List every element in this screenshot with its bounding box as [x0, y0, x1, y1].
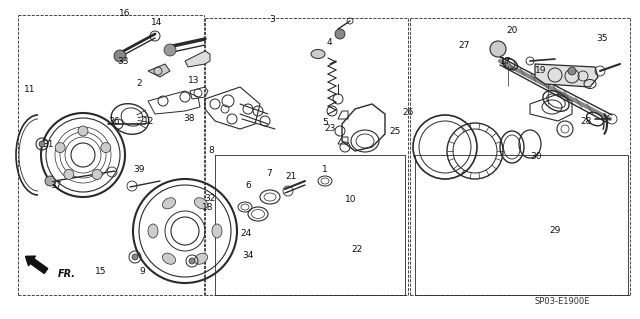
Text: 26: 26 — [403, 108, 414, 117]
Polygon shape — [148, 64, 170, 77]
Text: 39: 39 — [134, 165, 145, 174]
Circle shape — [335, 29, 345, 39]
Circle shape — [92, 169, 102, 179]
Circle shape — [78, 126, 88, 136]
Text: 25: 25 — [390, 127, 401, 136]
Text: 12: 12 — [143, 117, 154, 126]
Circle shape — [39, 141, 45, 147]
Ellipse shape — [148, 224, 158, 238]
Text: 6: 6 — [246, 181, 251, 190]
Text: 7: 7 — [266, 169, 271, 178]
Circle shape — [189, 258, 195, 264]
Text: 18: 18 — [202, 204, 214, 212]
FancyArrow shape — [26, 256, 48, 273]
Ellipse shape — [195, 253, 207, 264]
Ellipse shape — [212, 224, 222, 238]
Polygon shape — [185, 51, 210, 67]
Text: 15: 15 — [95, 267, 107, 276]
Text: 5: 5 — [323, 118, 328, 127]
Circle shape — [490, 41, 506, 57]
Text: 11: 11 — [24, 85, 36, 94]
Text: 30: 30 — [531, 152, 542, 161]
Text: 27: 27 — [458, 41, 470, 50]
Text: 2: 2 — [137, 79, 142, 88]
Circle shape — [164, 44, 176, 56]
Text: 21: 21 — [285, 172, 297, 181]
Text: 20: 20 — [506, 26, 518, 35]
Text: 35: 35 — [596, 34, 607, 43]
Text: 36: 36 — [108, 117, 120, 126]
Text: FR.: FR. — [58, 269, 76, 279]
Polygon shape — [535, 64, 598, 87]
Circle shape — [114, 50, 126, 62]
Text: 19: 19 — [535, 66, 547, 75]
Text: 31: 31 — [42, 140, 54, 149]
Text: 1: 1 — [323, 165, 328, 174]
Text: SP03-E1900E: SP03-E1900E — [534, 296, 590, 306]
Text: 23: 23 — [324, 124, 335, 133]
Text: 24: 24 — [241, 229, 252, 238]
Circle shape — [101, 143, 111, 152]
Text: 3: 3 — [269, 15, 275, 24]
Text: 10: 10 — [345, 195, 356, 204]
Text: 4: 4 — [327, 38, 332, 47]
Ellipse shape — [195, 198, 207, 209]
Text: 38: 38 — [183, 114, 195, 123]
Text: 16: 16 — [119, 9, 131, 18]
Text: 22: 22 — [351, 245, 363, 254]
Text: 17: 17 — [500, 57, 511, 66]
Text: 34: 34 — [243, 251, 254, 260]
Text: 32: 32 — [204, 194, 216, 203]
Text: 33: 33 — [117, 57, 129, 66]
Text: 8: 8 — [209, 146, 214, 155]
Circle shape — [55, 143, 65, 152]
Text: 29: 29 — [550, 226, 561, 235]
Circle shape — [568, 67, 576, 75]
Ellipse shape — [163, 253, 175, 264]
Text: 28: 28 — [580, 117, 591, 126]
Text: 14: 14 — [151, 19, 163, 27]
Circle shape — [45, 176, 55, 186]
Text: 9: 9 — [140, 267, 145, 276]
Text: 37: 37 — [51, 181, 62, 190]
Ellipse shape — [311, 49, 325, 58]
Circle shape — [132, 254, 138, 260]
Ellipse shape — [163, 198, 175, 209]
Text: 13: 13 — [188, 76, 199, 85]
Circle shape — [64, 169, 74, 179]
